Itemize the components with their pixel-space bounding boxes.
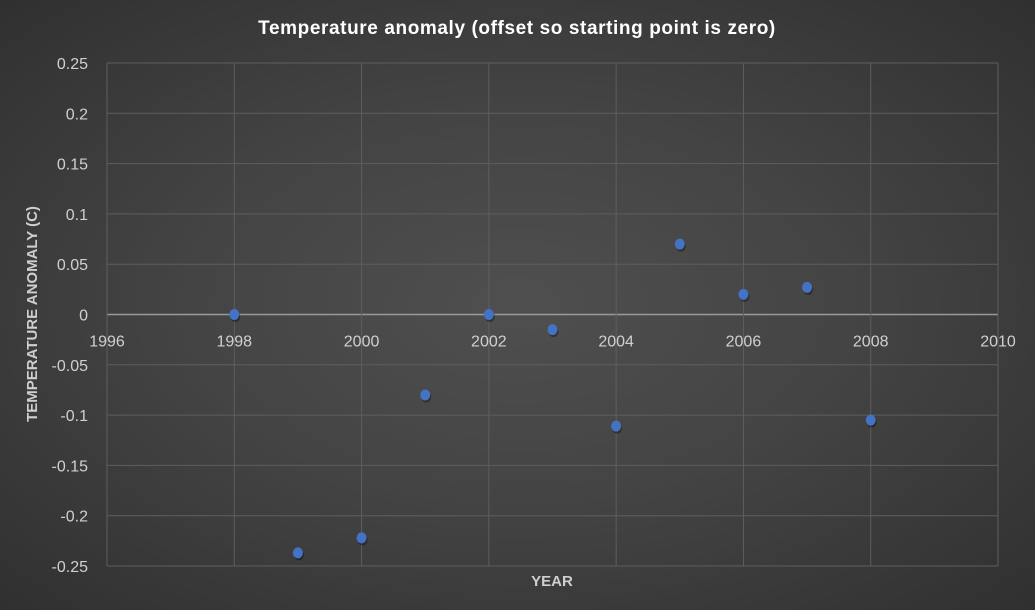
y-tick-label: 0	[79, 308, 88, 325]
y-tick-label: 0.1	[66, 207, 88, 224]
x-tick-label: 2004	[598, 334, 634, 351]
x-tick-label: 2010	[980, 334, 1016, 351]
data-point	[611, 420, 622, 432]
data-point	[229, 309, 240, 320]
data-point	[292, 547, 303, 559]
y-tick-labels: 0.25 0.2 0.15 0.1 0.05 0 -0.05 -0.1 -0.15 -0.2 -0.…	[52, 56, 89, 576]
x-tick-label: 1996	[89, 334, 125, 351]
data-point	[865, 414, 876, 426]
x-tick-label: 2006	[726, 334, 762, 351]
y-tick-label: 0.25	[57, 56, 88, 73]
data-point	[483, 309, 494, 320]
y-tick-label: 0.15	[57, 157, 88, 174]
data-point	[420, 389, 431, 401]
data-point	[802, 281, 813, 293]
x-tick-labels: 1996 1998 2000 2002 2004 2006 2008 2010	[89, 334, 1016, 351]
y-tick-label: 0.2	[66, 106, 88, 123]
data-point	[738, 288, 749, 300]
y-axis-label: TEMPERATURE ANOMALY (C)	[24, 206, 41, 422]
y-tick-label: 0.05	[57, 257, 88, 274]
x-axis-label: YEAR	[531, 573, 573, 590]
y-tick-label: -0.2	[60, 509, 88, 526]
data-point	[356, 532, 367, 544]
x-tick-label: 2008	[853, 334, 889, 351]
data-point	[547, 324, 558, 336]
data-points	[229, 238, 877, 561]
y-tick-label: -0.25	[52, 559, 89, 576]
x-tick-label: 2002	[471, 334, 507, 351]
y-tick-label: -0.15	[52, 458, 89, 475]
y-tick-label: -0.1	[60, 408, 88, 425]
y-tick-label: -0.05	[52, 358, 89, 375]
x-tick-label: 2000	[344, 334, 380, 351]
x-tick-label: 1998	[216, 334, 252, 351]
gridlines	[106, 62, 999, 567]
data-point	[674, 238, 685, 250]
chart-title: Temperature anomaly (offset so starting …	[258, 18, 776, 39]
